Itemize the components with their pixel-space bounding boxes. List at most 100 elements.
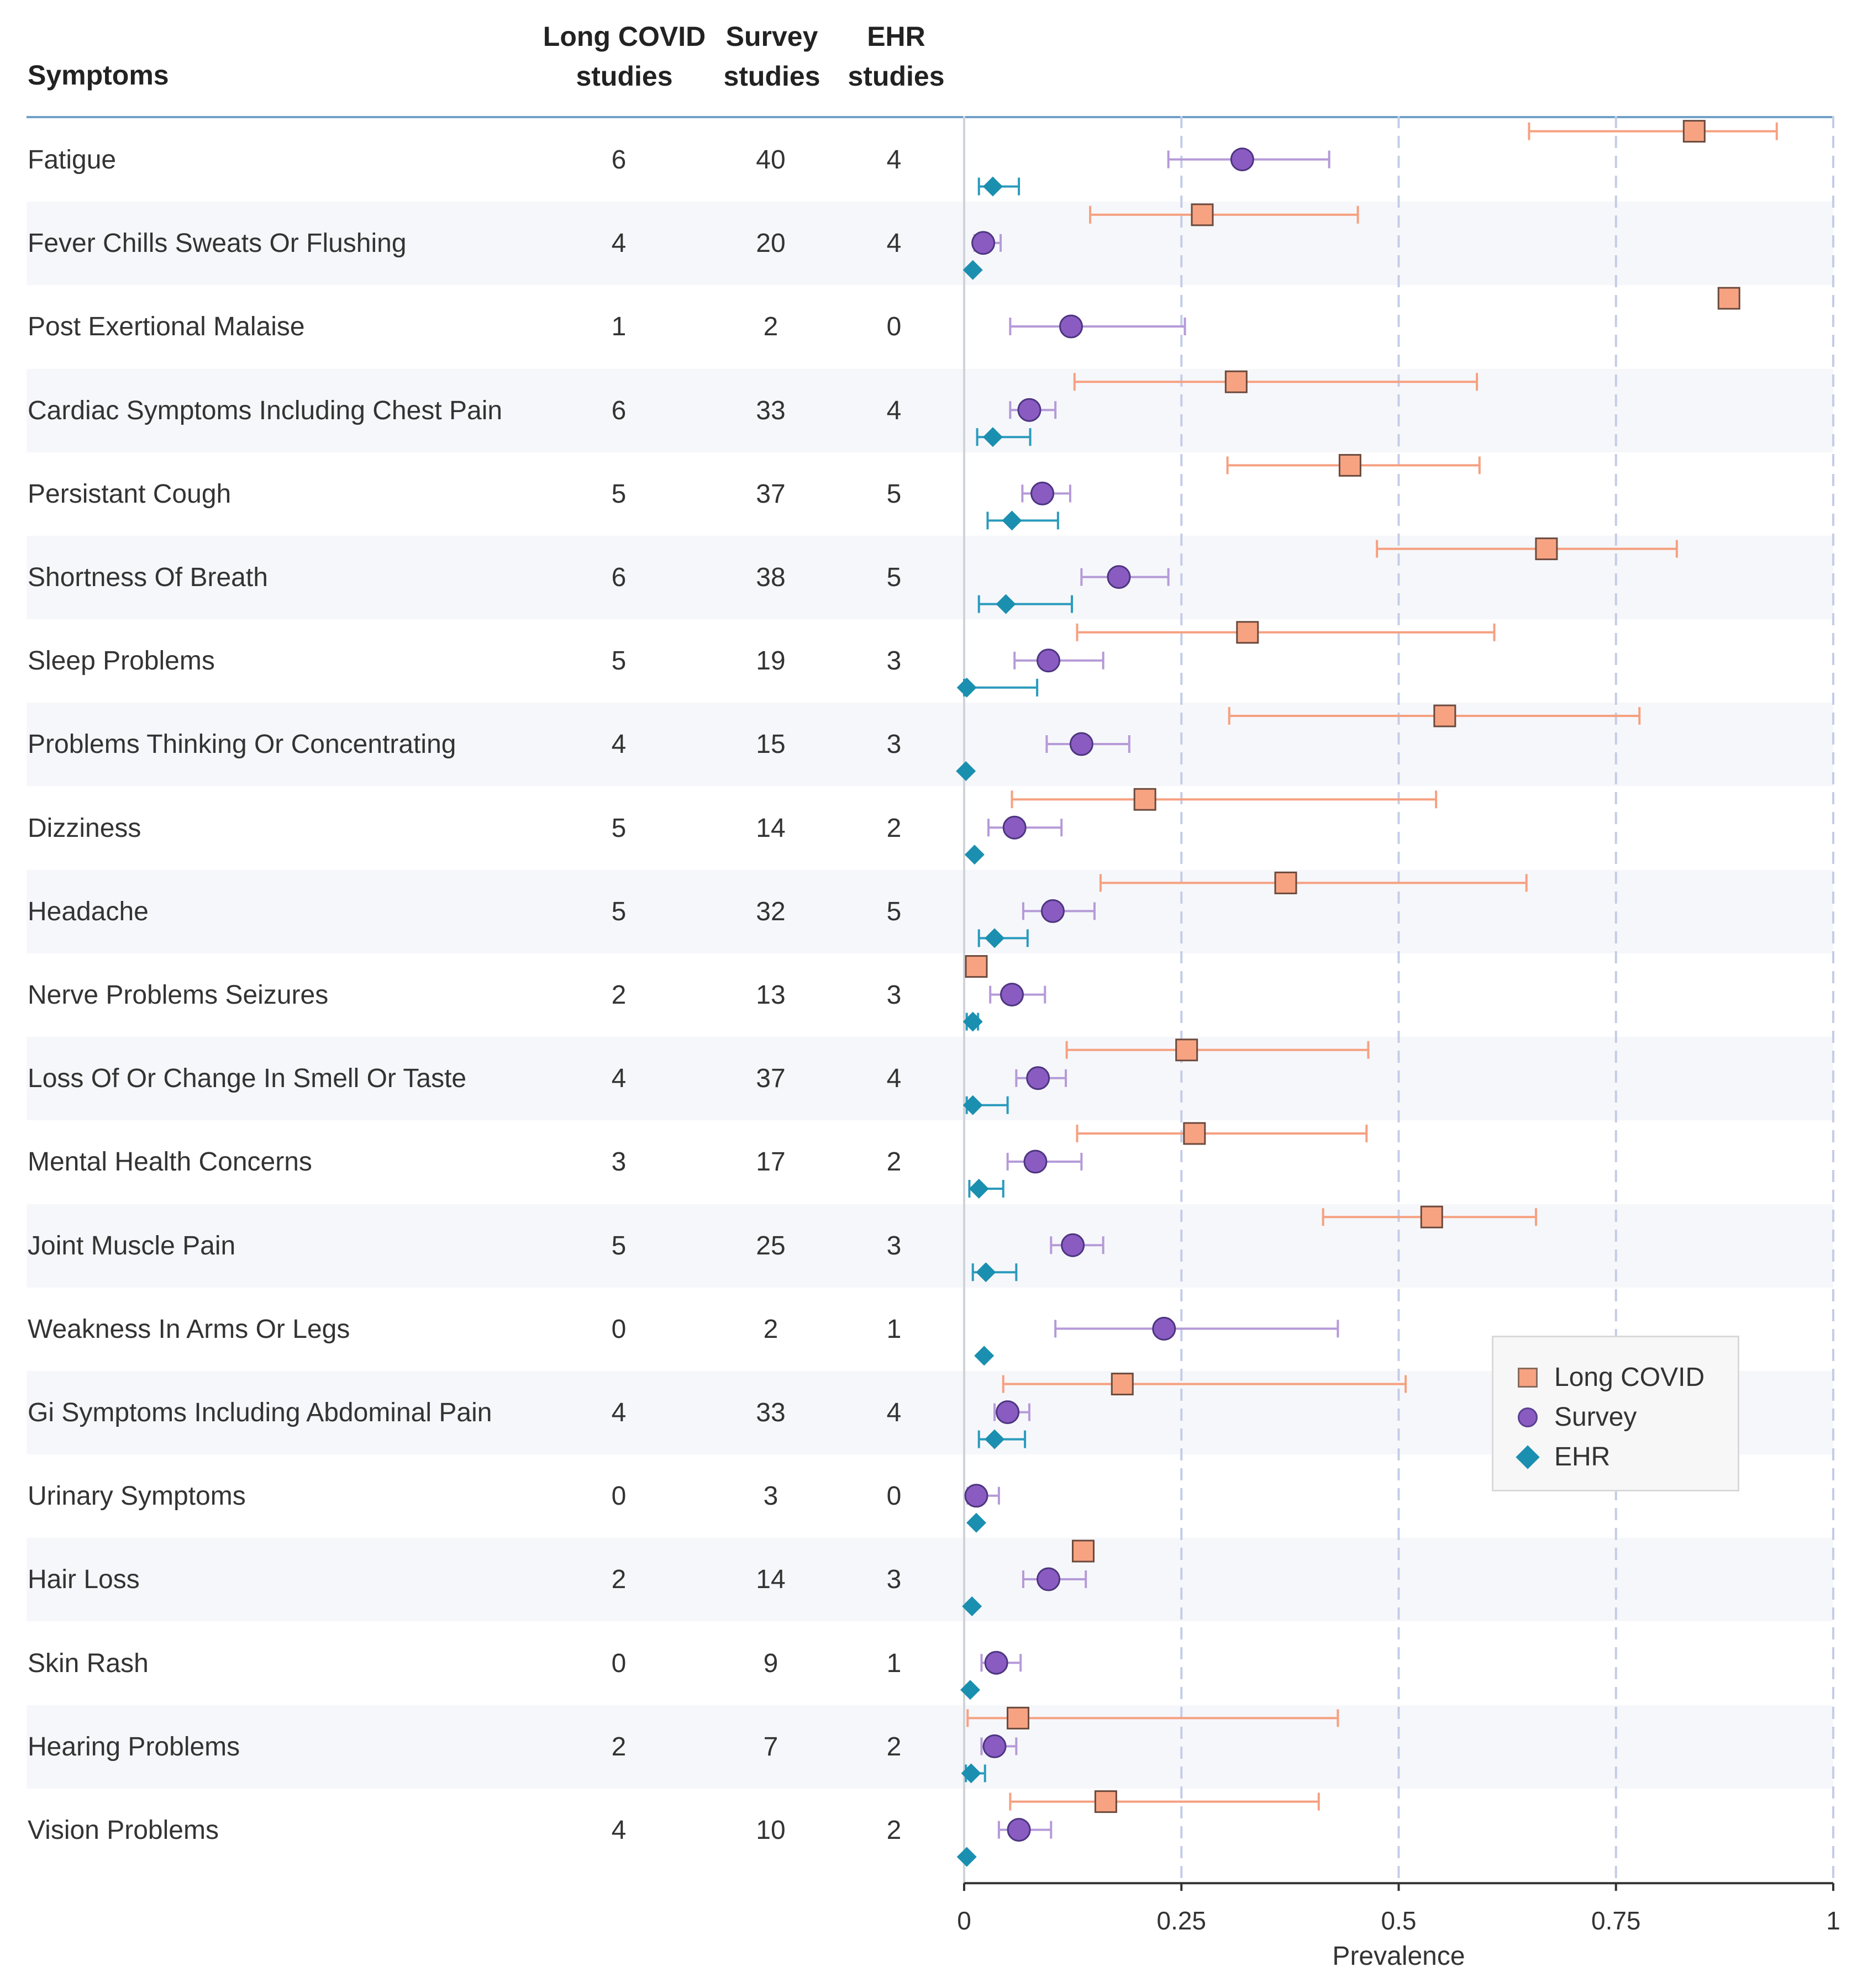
symptom-name: Hearing Problems [28,1732,240,1762]
survey-marker [996,1400,1020,1425]
survey-marker [1007,1818,1031,1842]
ehr-count: 2 [886,1816,902,1845]
long-covid-marker [1420,1205,1443,1228]
survey-marker [1000,983,1024,1007]
survey-count: 2 [763,1314,778,1344]
survey-count: 10 [756,1816,786,1845]
survey-count: 37 [756,1064,786,1094]
survey-marker [1026,1066,1050,1090]
long-covid-marker [1682,120,1706,143]
header-survey: Survey studies [703,17,841,96]
ehr-count: 1 [886,1648,902,1678]
table-row: Hearing Problems 2 7 2 [27,1705,1833,1789]
symptom-name: Sleep Problems [28,646,215,676]
header-ehr-line1: EHR [867,21,925,52]
long-covid-count: 5 [611,897,627,926]
long-covid-count: 5 [611,646,627,676]
long-covid-count: 5 [611,813,627,843]
ehr-marker [969,1179,989,1199]
ehr-marker [956,1847,977,1867]
symptom-name: Fever Chills Sweats Or Flushing [28,229,407,259]
symptom-name: Fatigue [28,145,117,175]
symptom-name: Nerve Problems Seizures [28,980,329,1010]
survey-marker [1152,1316,1176,1341]
ehr-count: 2 [886,1732,902,1762]
survey-marker [1030,481,1055,505]
long-covid-marker [1072,1539,1095,1563]
ehr-marker [996,594,1016,614]
long-covid-count: 0 [611,1314,627,1344]
long-covid-marker [1007,1706,1030,1729]
header-long-covid-line2: studies [576,61,673,92]
survey-marker [1107,565,1131,589]
table-row: Urinary Symptoms 0 3 0 [27,1454,1833,1538]
ehr-marker [974,1346,995,1366]
table-row: Vision Problems 4 10 2 [27,1789,1833,1872]
long-covid-marker [1274,871,1297,894]
survey-marker [1059,314,1083,339]
survey-marker [1023,1149,1048,1174]
legend-item-survey: Survey [1516,1398,1737,1437]
survey-count: 25 [756,1231,786,1261]
survey-count: 3 [763,1481,778,1511]
ehr-marker [962,1095,983,1115]
ehr-marker [976,1262,996,1283]
ehr-count: 3 [886,980,902,1010]
table-row: Fever Chills Sweats Or Flushing 4 20 4 [27,202,1833,286]
ehr-marker [956,677,977,698]
survey-count: 14 [756,813,786,843]
survey-count: 19 [756,646,786,676]
survey-count: 9 [763,1648,778,1678]
x-tick-label: 0.5 [1381,1906,1417,1935]
table-row: Nerve Problems Seizures 2 13 3 [27,953,1833,1037]
symptom-name: Urinary Symptoms [28,1481,246,1511]
table-row: Post Exertional Malaise 1 2 0 [27,285,1833,368]
ehr-count: 0 [886,312,902,342]
long-covid-marker [1717,287,1740,310]
table-row: Weakness In Arms Or Legs 0 2 1 [27,1288,1833,1371]
ehr-marker [985,1429,1005,1449]
long-covid-count: 4 [611,1064,627,1094]
symptom-name: Mental Health Concerns [28,1147,312,1177]
symptom-name: Post Exertional Malaise [28,312,305,342]
table-row: Hair Loss 2 14 3 [27,1538,1833,1622]
symptom-name: Weakness In Arms Or Legs [28,1314,350,1344]
legend-label: Long COVID [1554,1363,1705,1392]
long-covid-count: 4 [611,1816,627,1845]
table-row: Dizziness 5 14 2 [27,787,1833,870]
symptom-name: Cardiac Symptoms Including Chest Pain [28,396,503,425]
long-covid-marker [1433,704,1456,727]
ehr-marker [966,1512,987,1533]
survey-marker [1061,1233,1085,1257]
long-covid-count: 1 [611,312,627,342]
ehr-count: 3 [886,1565,902,1595]
symptom-name: Skin Rash [28,1648,149,1678]
survey-marker [964,1484,988,1508]
ehr-count: 3 [886,730,902,760]
long-covid-count: 4 [611,229,627,259]
ehr-count: 5 [886,897,902,926]
long-covid-marker [1111,1373,1134,1396]
survey-count: 13 [756,980,786,1010]
long-covid-count: 2 [611,980,627,1010]
symptom-name: Vision Problems [28,1816,219,1845]
header-survey-line2: studies [723,61,820,92]
x-tick-label: 0.25 [1156,1906,1206,1935]
survey-count: 20 [756,229,786,259]
ehr-count: 3 [886,1231,902,1261]
survey-count: 15 [756,730,786,760]
survey-marker [1037,648,1061,673]
survey-marker [1040,899,1065,923]
long-covid-count: 3 [611,1147,627,1177]
symptom-name: Hair Loss [28,1565,140,1595]
ehr-count: 2 [886,1147,902,1177]
table-row: Persistant Cough 5 37 5 [27,452,1833,536]
long-covid-count: 0 [611,1648,627,1678]
legend-item-ehr: EHR [1516,1438,1737,1477]
symptom-name: Headache [28,897,149,926]
ehr-marker [1002,510,1022,531]
long-covid-count: 6 [611,145,627,175]
header-ehr-line2: studies [848,61,945,92]
ehr-marker [962,1596,982,1616]
long-covid-marker [1224,370,1248,393]
